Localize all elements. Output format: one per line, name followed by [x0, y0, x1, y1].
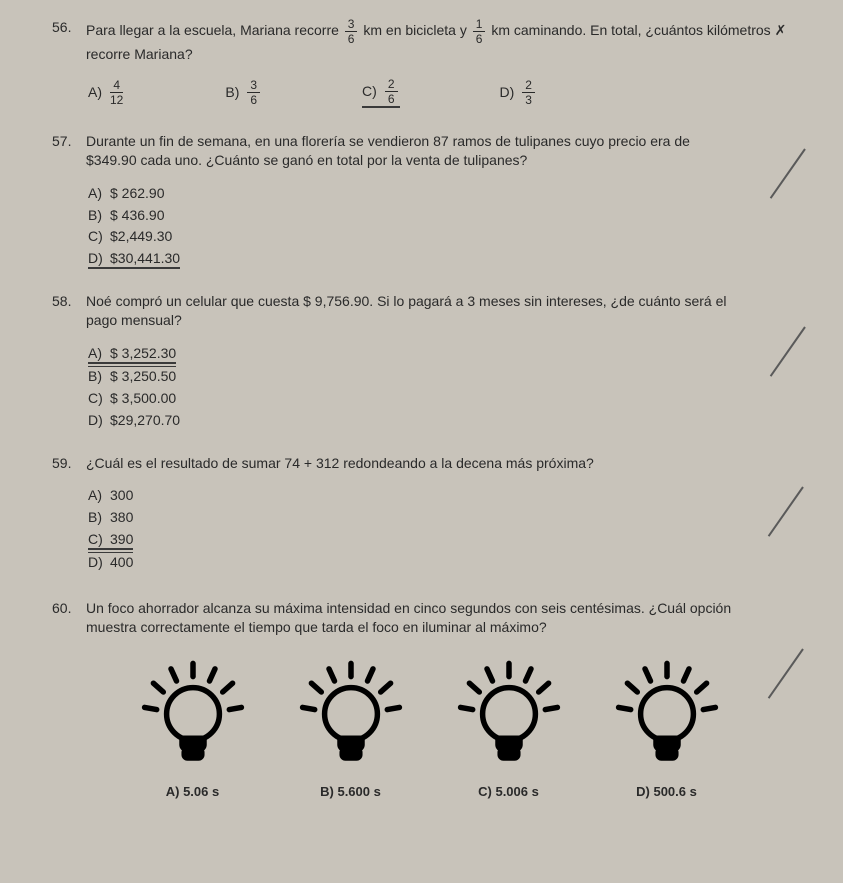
- lightbulb-icon: [296, 659, 406, 769]
- q56-opt-b[interactable]: B) 36: [225, 79, 262, 106]
- q56-frac2: 1 6: [473, 18, 486, 45]
- q59-options: A)300 B)380 C)390 D)400: [88, 486, 807, 575]
- q56-opt-c[interactable]: C) 26: [362, 78, 399, 108]
- q56-text: Para llegar a la escuela, Mariana recorr…: [86, 18, 807, 64]
- q58-opt-c[interactable]: C)$ 3,500.00: [88, 389, 807, 408]
- question-56: 56. Para llegar a la escuela, Mariana re…: [52, 18, 807, 108]
- q60-opt-c[interactable]: C) 5.006 s: [454, 659, 564, 801]
- q57-options: A)$ 262.90 B)$ 436.90 C)$2,449.30 D)$30,…: [88, 184, 807, 269]
- lightbulb-icon: [138, 659, 248, 769]
- q57-text: Durante un fin de semana, en una florerí…: [86, 132, 807, 170]
- q58-opt-a[interactable]: A)$ 3,252.30: [88, 344, 807, 363]
- q59-stem: 59. ¿Cuál es el resultado de sumar 74 + …: [52, 454, 807, 473]
- q60-number: 60.: [52, 599, 78, 637]
- q57-opt-b[interactable]: B)$ 436.90: [88, 206, 807, 225]
- q57-number: 57.: [52, 132, 78, 170]
- q59-opt-a[interactable]: A)300: [88, 486, 807, 505]
- q56-options: A) 412 B) 36 C) 26 D) 23: [88, 78, 807, 108]
- q56-stem: 56. Para llegar a la escuela, Mariana re…: [52, 18, 807, 64]
- q58-options: A)$ 3,252.30 B)$ 3,250.50 C)$ 3,500.00 D…: [88, 344, 807, 430]
- question-59: 59. ¿Cuál es el resultado de sumar 74 + …: [52, 454, 807, 575]
- q58-text: Noé compró un celular que cuesta $ 9,756…: [86, 292, 807, 330]
- lightbulb-icon: [454, 659, 564, 769]
- q56-text-b: km en bicicleta y: [363, 22, 470, 38]
- question-60: 60. Un foco ahorrador alcanza su máxima …: [52, 599, 807, 800]
- q57-opt-a[interactable]: A)$ 262.90: [88, 184, 807, 203]
- q56-frac1: 3 6: [345, 18, 358, 45]
- q59-text: ¿Cuál es el resultado de sumar 74 + 312 …: [86, 454, 807, 473]
- q56-x-mark: ✗: [775, 24, 787, 39]
- question-58: 58. Noé compró un celular que cuesta $ 9…: [52, 292, 807, 429]
- q56-text-d: recorre Mariana?: [86, 46, 193, 62]
- q58-opt-d[interactable]: D)$29,270.70: [88, 411, 807, 430]
- q56-opt-a[interactable]: A) 412: [88, 79, 125, 106]
- q57-opt-c[interactable]: C)$2,449.30: [88, 227, 807, 246]
- q56-opt-d[interactable]: D) 23: [500, 79, 537, 106]
- q57-stem: 57. Durante un fin de semana, en una flo…: [52, 132, 807, 170]
- q58-number: 58.: [52, 292, 78, 330]
- q59-number: 59.: [52, 454, 78, 473]
- q56-text-a: Para llegar a la escuela, Mariana recorr…: [86, 22, 343, 38]
- q58-opt-b[interactable]: B)$ 3,250.50: [88, 366, 176, 386]
- q59-opt-d[interactable]: D)400: [88, 552, 133, 572]
- q60-stem: 60. Un foco ahorrador alcanza su máxima …: [52, 599, 807, 637]
- q59-opt-b[interactable]: B)380: [88, 508, 807, 527]
- q59-opt-c[interactable]: C)390: [88, 530, 807, 549]
- q60-opt-d[interactable]: D) 500.6 s: [612, 659, 722, 801]
- q60-bulbs: A) 5.06 s B) 5.600 s C) 5.006 s D) 500.6…: [52, 659, 807, 801]
- q56-number: 56.: [52, 18, 78, 64]
- q56-text-c: km caminando. En total, ¿cuántos kilómet…: [491, 22, 770, 38]
- q60-text: Un foco ahorrador alcanza su máxima inte…: [86, 599, 807, 637]
- q57-opt-d[interactable]: D)$30,441.30: [88, 249, 807, 268]
- lightbulb-icon: [612, 659, 722, 769]
- q60-opt-b[interactable]: B) 5.600 s: [296, 659, 406, 801]
- q60-opt-a[interactable]: A) 5.06 s: [138, 659, 248, 801]
- q58-stem: 58. Noé compró un celular que cuesta $ 9…: [52, 292, 807, 330]
- question-57: 57. Durante un fin de semana, en una flo…: [52, 132, 807, 268]
